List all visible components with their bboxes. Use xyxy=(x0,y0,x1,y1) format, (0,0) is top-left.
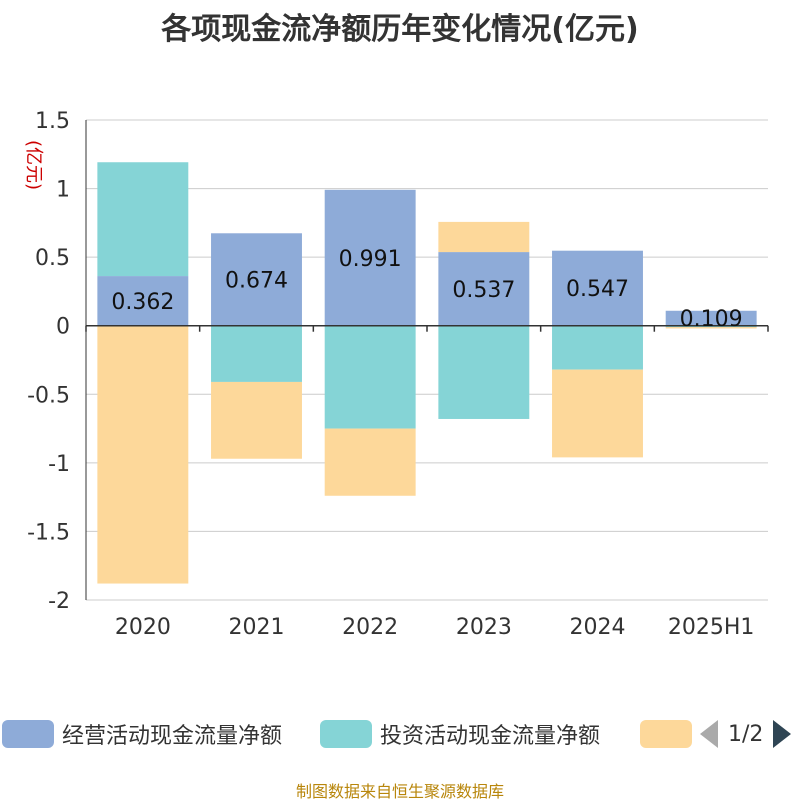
x-tick-label-2020: 2020 xyxy=(115,615,171,640)
bar-financing-2024 xyxy=(552,369,643,458)
x-tick-label-2023: 2023 xyxy=(456,615,512,640)
bar-investing-2020 xyxy=(97,162,189,277)
data-label-2024: 0.547 xyxy=(566,277,629,302)
data-label-2020: 0.362 xyxy=(111,290,174,315)
pager-text: 1/2 xyxy=(728,721,764,747)
y-tick-label: -0.5 xyxy=(27,383,70,408)
data-label-2025H1: 0.109 xyxy=(680,307,743,332)
bar-investing-2024 xyxy=(552,325,643,370)
bar-financing-2020 xyxy=(97,325,189,584)
y-tick-label: 0 xyxy=(56,315,70,340)
x-tick-label-2022: 2022 xyxy=(342,615,398,640)
legend-label-operating: 经营活动现金流量净额 xyxy=(62,724,283,749)
bar-operating-2025H1 xyxy=(665,310,757,326)
x-tick-label-2021: 2021 xyxy=(229,615,285,640)
bar-operating-2023 xyxy=(438,252,530,326)
bar-investing-2021 xyxy=(211,325,302,382)
legend-swatch-investing xyxy=(320,720,372,748)
legend-item-financing[interactable] xyxy=(640,716,700,752)
bar-financing-2022 xyxy=(324,428,416,496)
y-axis-label: (亿元) xyxy=(23,140,44,190)
bar-investing-2023 xyxy=(438,325,530,419)
bar-financing-2025H1 xyxy=(665,327,757,329)
legend-swatch-financing xyxy=(640,720,692,748)
x-tick-label-2024: 2024 xyxy=(570,615,626,640)
y-tick-label: 0.5 xyxy=(35,246,70,271)
legend-label-investing: 投资活动现金流量净额 xyxy=(380,724,601,749)
legend-pager: 1/2 xyxy=(700,716,792,752)
chart-title: 各项现金流净额历年变化情况(亿元) xyxy=(161,12,639,47)
legend-item-investing[interactable]: 投资活动现金流量净额 xyxy=(320,716,600,752)
legend-swatch-operating xyxy=(2,720,54,748)
legend: 经营活动现金流量净额 投资活动现金流量净额 1/2 xyxy=(0,716,800,756)
data-label-2022: 0.991 xyxy=(339,247,402,272)
y-tick-label: -1 xyxy=(48,452,70,477)
source-note: 制图数据来自恒生聚源数据库 xyxy=(295,782,504,801)
y-tick-label: 1.5 xyxy=(35,109,70,134)
y-tick-label: -2 xyxy=(48,589,70,614)
cash-flow-chart: 1.5 1 0.5 0 -0.5 -1 -1.5 -2 (亿元) 2020 2021 2022 2023… xyxy=(23,109,769,640)
data-label-2021: 0.674 xyxy=(225,268,288,293)
bar-operating-2024 xyxy=(552,250,643,326)
pager-next-icon[interactable] xyxy=(773,720,792,748)
bar-financing-2023 xyxy=(438,221,530,253)
bar-operating-2020 xyxy=(97,276,189,326)
data-label-2023: 0.537 xyxy=(452,278,515,303)
x-tick-label-2025H1: 2025H1 xyxy=(668,615,755,640)
y-tick-label: 1 xyxy=(56,178,70,203)
bar-operating-2022 xyxy=(324,189,416,326)
pager-prev-icon[interactable] xyxy=(700,720,718,748)
bar-operating-2021 xyxy=(211,233,302,326)
legend-item-operating[interactable]: 经营活动现金流量净额 xyxy=(2,716,282,752)
y-tick-label: -1.5 xyxy=(27,520,70,545)
bar-investing-2022 xyxy=(324,325,416,429)
bar-financing-2021 xyxy=(211,381,302,459)
